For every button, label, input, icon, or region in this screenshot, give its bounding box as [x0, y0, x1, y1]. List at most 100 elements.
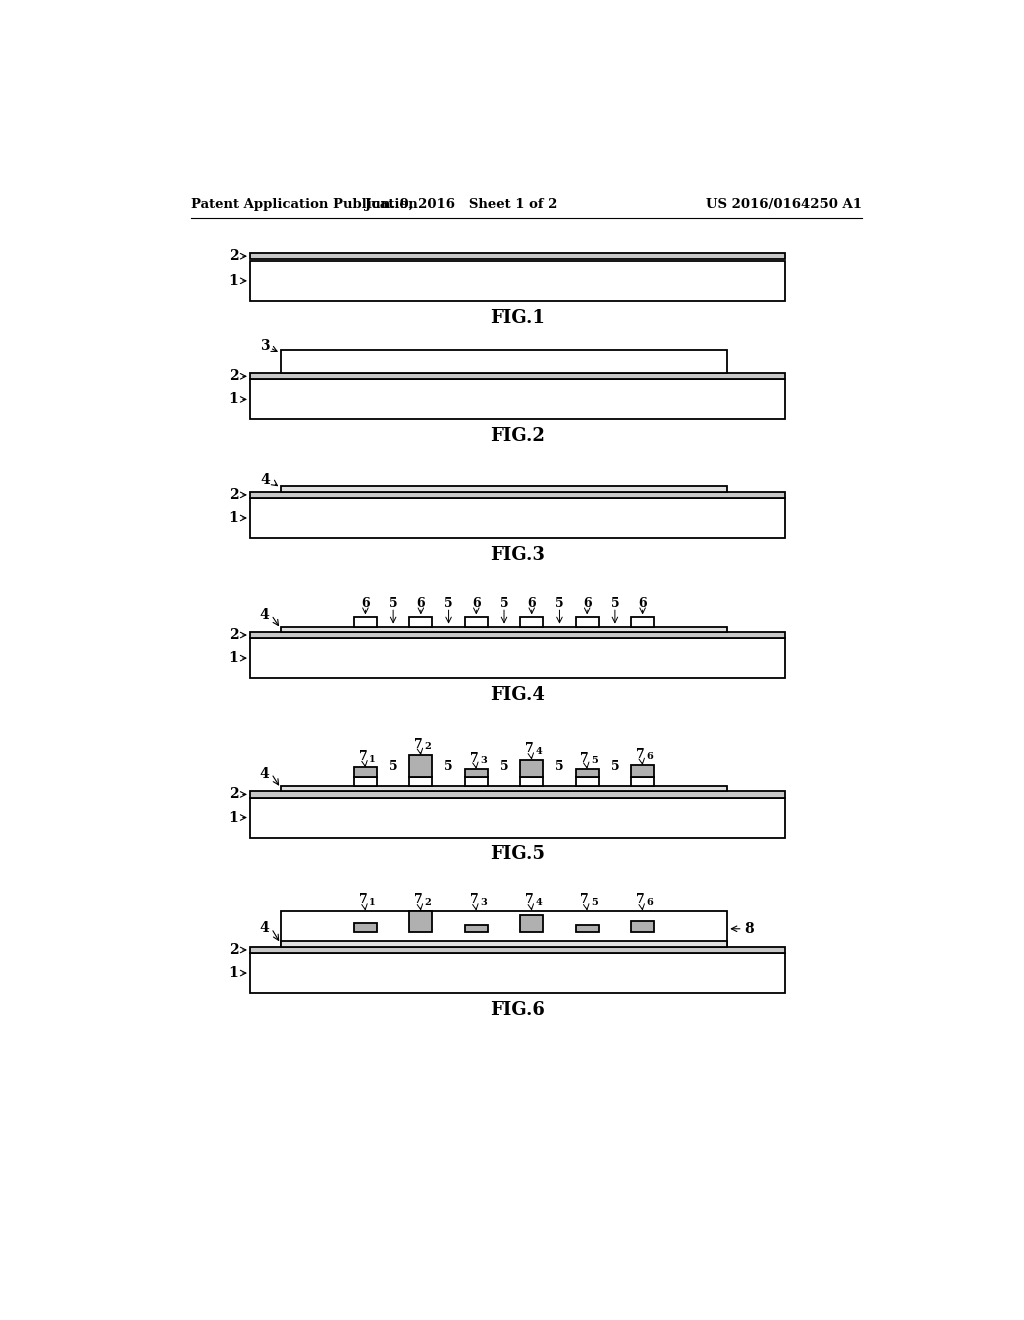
Bar: [631, 766, 654, 776]
Text: 4: 4: [536, 898, 543, 907]
Bar: [410, 618, 432, 627]
Bar: [575, 924, 599, 932]
Bar: [575, 618, 599, 627]
Text: 3: 3: [480, 898, 486, 907]
Bar: [250, 953, 785, 993]
Bar: [465, 618, 487, 627]
Text: 7: 7: [581, 894, 589, 907]
Text: 5: 5: [500, 597, 508, 610]
Bar: [575, 770, 599, 776]
Text: 5: 5: [555, 597, 564, 610]
Bar: [410, 755, 432, 776]
Bar: [250, 374, 785, 379]
Bar: [410, 911, 432, 932]
Bar: [281, 785, 727, 792]
Bar: [354, 767, 377, 776]
Text: 5: 5: [610, 760, 620, 774]
Bar: [250, 792, 785, 797]
Text: 7: 7: [358, 750, 368, 763]
Text: 5: 5: [500, 760, 508, 774]
Bar: [520, 776, 544, 785]
Text: 1: 1: [228, 392, 239, 407]
Bar: [250, 946, 785, 953]
Bar: [354, 776, 377, 785]
Text: 2: 2: [228, 488, 239, 502]
Bar: [281, 350, 727, 374]
Bar: [520, 618, 544, 627]
Bar: [250, 632, 785, 638]
Text: 6: 6: [583, 597, 592, 610]
Bar: [631, 776, 654, 785]
Text: 5: 5: [610, 597, 620, 610]
Text: 2: 2: [228, 942, 239, 957]
Bar: [281, 487, 727, 492]
Text: 6: 6: [646, 898, 653, 907]
Text: 1: 1: [228, 810, 239, 825]
Text: 2: 2: [228, 249, 239, 263]
Text: 6: 6: [638, 597, 647, 610]
Bar: [465, 924, 487, 932]
Bar: [465, 776, 487, 785]
Text: 7: 7: [636, 894, 645, 907]
Text: 6: 6: [472, 597, 480, 610]
Text: Patent Application Publication: Patent Application Publication: [190, 198, 418, 211]
Text: 1: 1: [370, 755, 376, 763]
Text: 7: 7: [414, 894, 423, 907]
Text: 7: 7: [470, 894, 478, 907]
Text: 1: 1: [228, 651, 239, 665]
Bar: [631, 921, 654, 932]
Bar: [410, 776, 432, 785]
Bar: [250, 498, 785, 539]
Text: 7: 7: [358, 894, 368, 907]
Bar: [575, 776, 599, 785]
Text: FIG.6: FIG.6: [490, 1001, 545, 1019]
Bar: [250, 638, 785, 678]
Bar: [520, 915, 544, 932]
Text: 4: 4: [259, 767, 268, 780]
Text: 8: 8: [744, 921, 754, 936]
Text: 6: 6: [646, 752, 653, 762]
Text: 1: 1: [370, 898, 376, 907]
Text: US 2016/0164250 A1: US 2016/0164250 A1: [707, 198, 862, 211]
Text: 6: 6: [417, 597, 425, 610]
Text: 7: 7: [414, 738, 423, 751]
Text: 2: 2: [228, 370, 239, 383]
Text: FIG.5: FIG.5: [490, 846, 545, 863]
Text: 5: 5: [389, 597, 397, 610]
Text: 6: 6: [361, 597, 370, 610]
Text: Jun. 9, 2016   Sheet 1 of 2: Jun. 9, 2016 Sheet 1 of 2: [366, 198, 558, 211]
Bar: [281, 941, 727, 946]
Text: 3: 3: [480, 756, 486, 766]
Text: 3: 3: [260, 339, 270, 354]
Bar: [354, 618, 377, 627]
Text: FIG.3: FIG.3: [490, 546, 545, 564]
Text: FIG.2: FIG.2: [490, 428, 545, 445]
Bar: [465, 770, 487, 776]
Bar: [281, 627, 727, 632]
Text: 7: 7: [636, 748, 645, 760]
Bar: [250, 253, 785, 259]
Text: 4: 4: [259, 921, 268, 936]
Bar: [281, 911, 727, 946]
Bar: [250, 492, 785, 498]
Text: 2: 2: [228, 628, 239, 642]
Text: 5: 5: [555, 760, 564, 774]
Text: 2: 2: [425, 742, 431, 751]
Text: 1: 1: [228, 273, 239, 288]
Text: 5: 5: [591, 756, 598, 766]
Text: 4: 4: [536, 747, 543, 756]
Text: 5: 5: [591, 898, 598, 907]
Text: 1: 1: [228, 966, 239, 979]
Text: 6: 6: [527, 597, 536, 610]
Text: 1: 1: [228, 511, 239, 525]
Text: 4: 4: [259, 609, 268, 622]
Text: 5: 5: [389, 760, 397, 774]
Text: 2: 2: [228, 788, 239, 801]
Text: 7: 7: [525, 742, 534, 755]
Text: 4: 4: [260, 474, 270, 487]
Text: 7: 7: [470, 751, 478, 764]
Bar: [250, 797, 785, 838]
Text: 5: 5: [444, 760, 453, 774]
Bar: [250, 379, 785, 420]
Bar: [354, 923, 377, 932]
